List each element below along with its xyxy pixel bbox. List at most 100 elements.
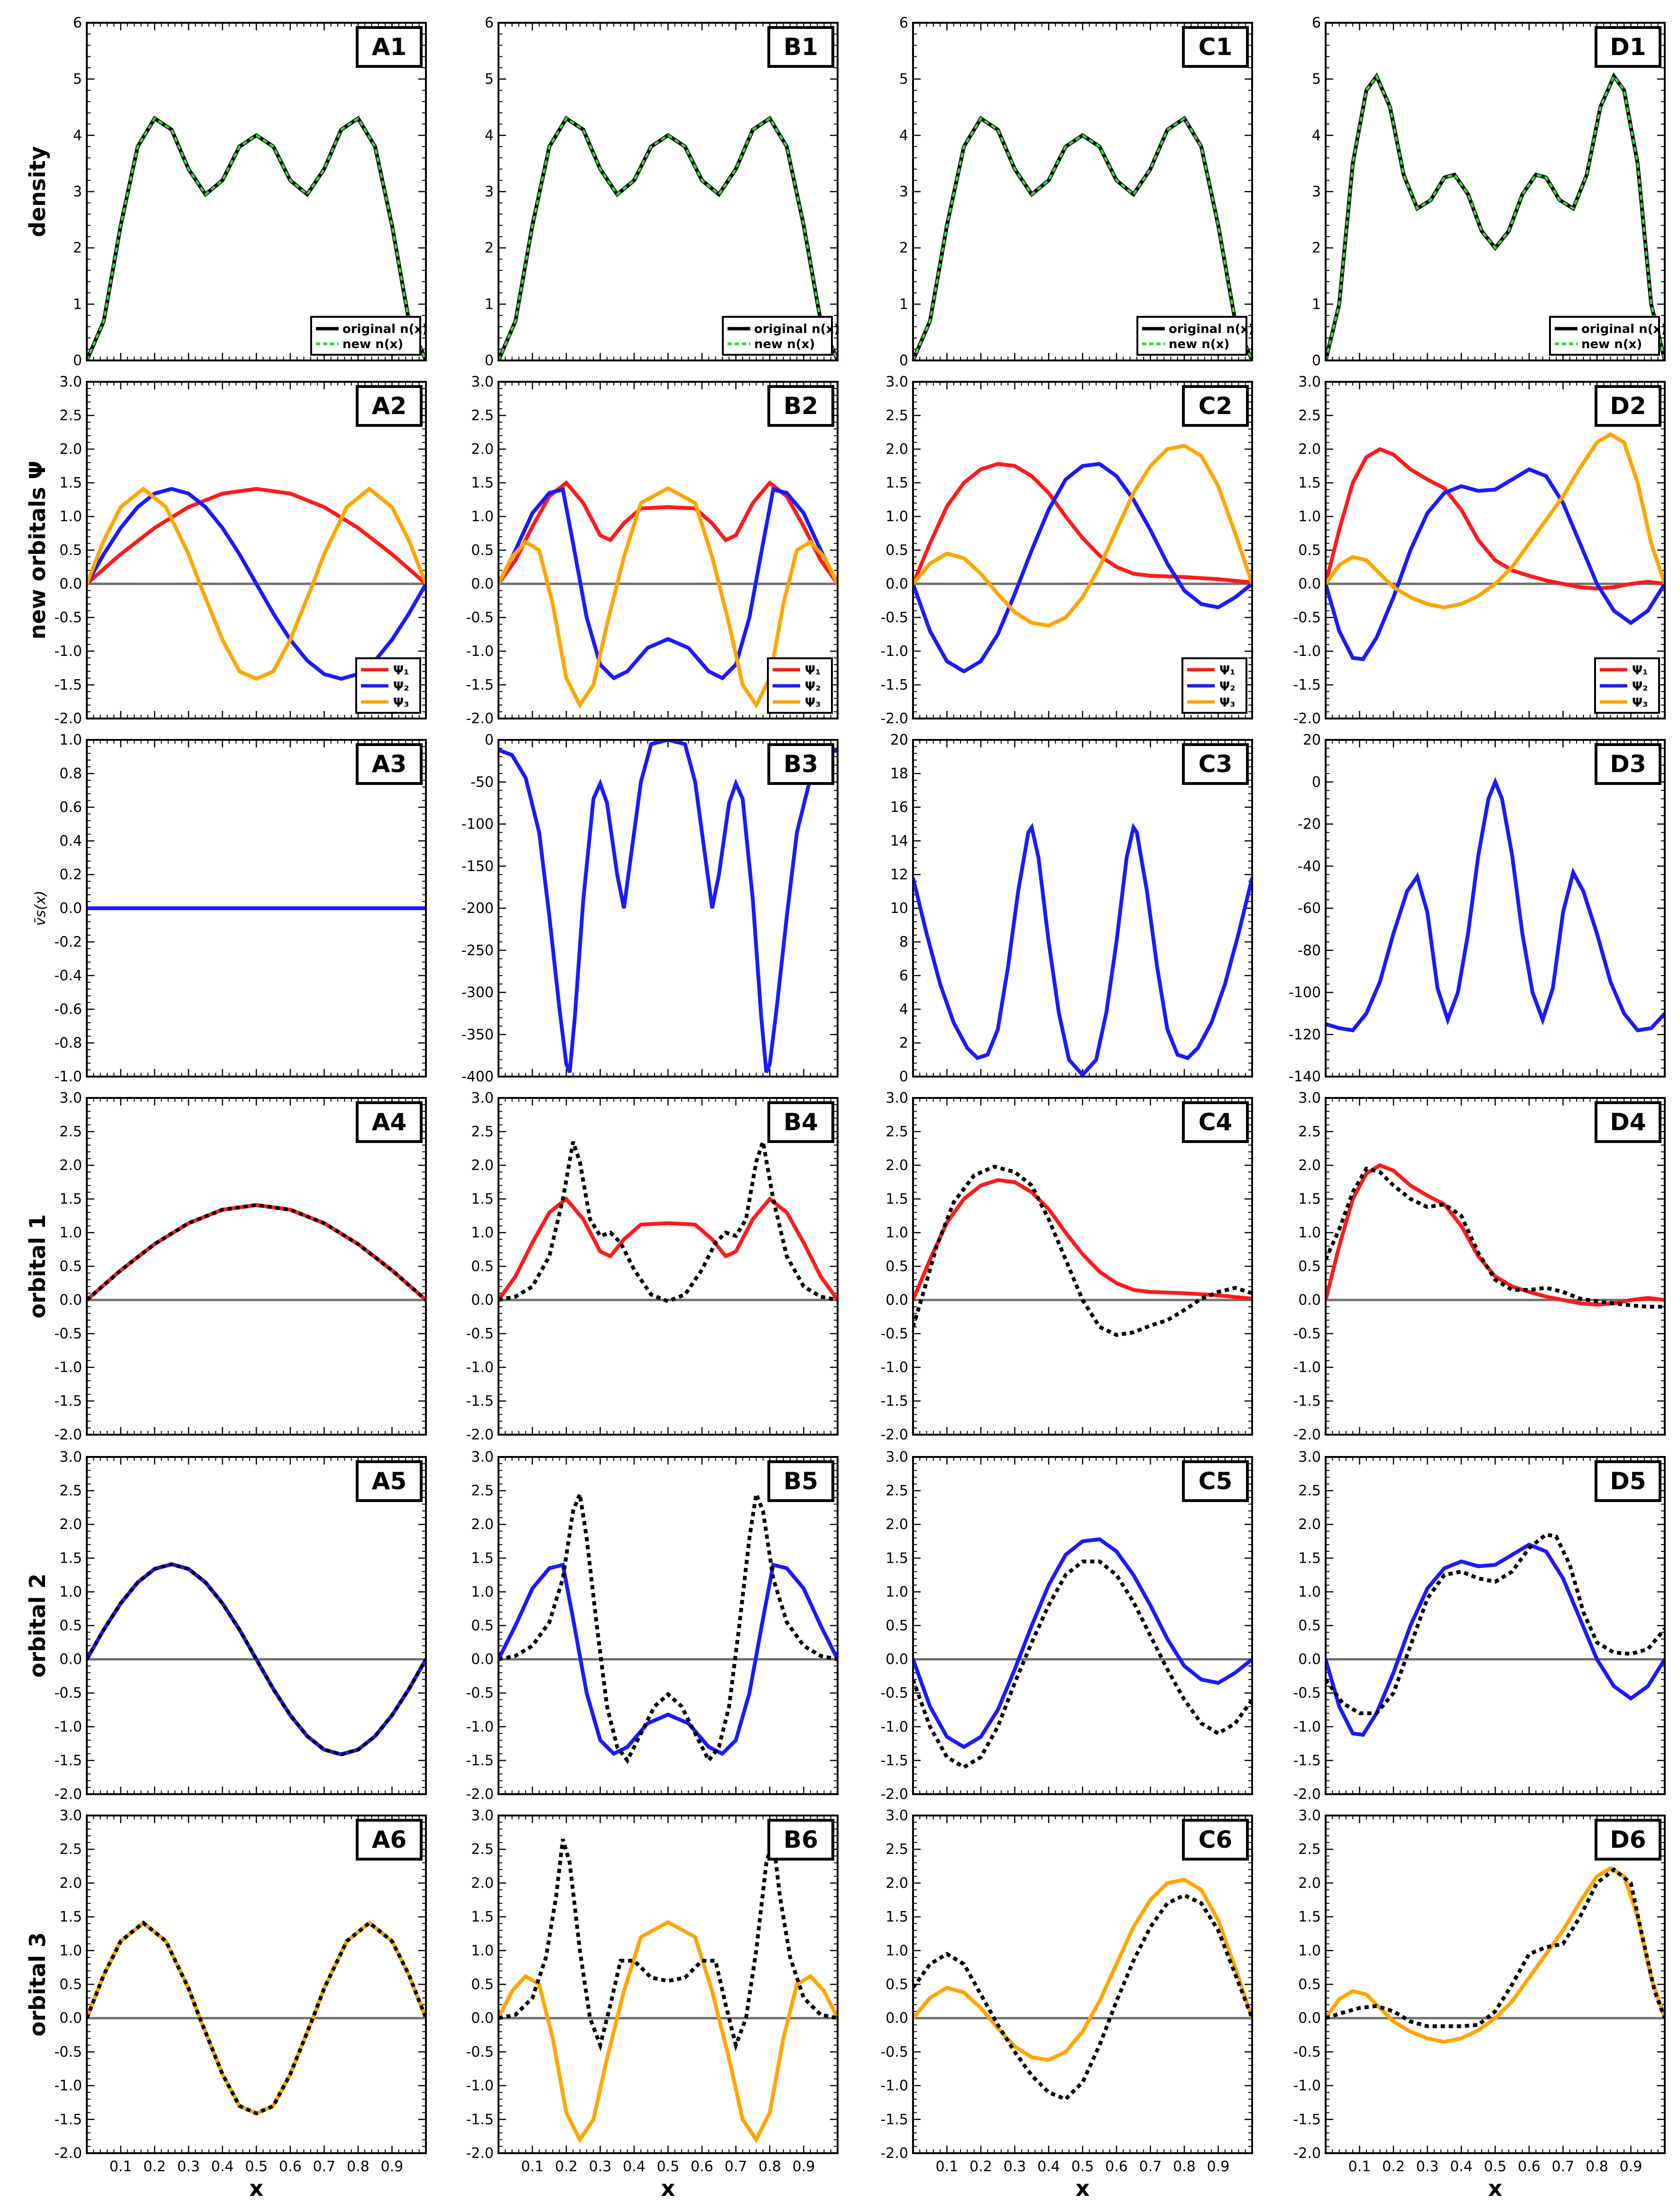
y-tick-label: 3.0 <box>59 1090 82 1106</box>
legend-entry: Ψ₃ <box>393 696 409 710</box>
y-tick-label: -1.0 <box>466 1719 494 1735</box>
y-tick-label: 2.0 <box>59 441 82 458</box>
original-orbital-line <box>87 1562 426 1757</box>
y-tick-label: 6 <box>1312 15 1321 31</box>
y-tick-label: -0.5 <box>466 609 494 626</box>
y-tick-label: -1.5 <box>54 1752 82 1769</box>
y-tick-label: 16 <box>890 799 908 816</box>
plot-frame <box>1325 739 1666 1078</box>
y-tick-label: -1.0 <box>54 1359 82 1376</box>
plot-frame <box>912 22 1253 361</box>
psi-line-2 <box>913 462 1252 674</box>
panel-label: A4 <box>372 1108 407 1136</box>
y-tick-label: -1.5 <box>54 677 82 693</box>
y-tick-label: 2.5 <box>1298 1483 1321 1499</box>
new-orbital-line <box>913 1537 1252 1750</box>
x-axis-label: x <box>661 2175 675 2201</box>
y-tick-label: -0.5 <box>466 1326 494 1342</box>
panel-label-box <box>767 743 834 785</box>
y-tick-label: -1.5 <box>1293 1752 1321 1769</box>
panel-label-box <box>356 26 423 68</box>
plot-frame <box>498 1456 839 1795</box>
x-tick-label: 0.4 <box>623 2158 646 2175</box>
y-tick-label: -1.5 <box>1293 2111 1321 2128</box>
panel-d5: -2.0 -1.5 -1.0 -0.5 0.0 0.5 1.0 1.5 2.0 2.5 3.0 D5 <box>1293 1449 1666 1803</box>
y-tick-label: 2.5 <box>471 1124 494 1140</box>
y-tick-label: 14 <box>890 833 908 849</box>
y-tick-label: -2.0 <box>466 710 494 727</box>
density-new-line <box>87 117 426 360</box>
plot-frame <box>912 1815 1253 2154</box>
psi-line-3 <box>1326 432 1665 609</box>
y-tick-label: -50 <box>470 774 494 791</box>
panel-label: C2 <box>1199 392 1232 420</box>
y-tick-label: 0 <box>485 732 494 748</box>
original-orbital-line <box>87 1920 426 2116</box>
density-new-line <box>1326 74 1665 360</box>
y-tick-label: 2.0 <box>59 1516 82 1533</box>
y-tick-label: 0.5 <box>59 1618 82 1634</box>
plot-frame <box>1325 1456 1666 1795</box>
panel-label: A5 <box>372 1467 407 1495</box>
series-group <box>913 1537 1252 1770</box>
y-tick-label: 0.0 <box>1298 1651 1321 1668</box>
x-tick-label: 0.3 <box>177 2158 200 2175</box>
y-tick-label: -2.0 <box>54 710 82 727</box>
y-tick-label: 2.5 <box>1298 1841 1321 1858</box>
psi-line-2 <box>498 487 838 681</box>
y-tick-label: 12 <box>890 866 908 883</box>
y-tick-label: 0.0 <box>1298 1292 1321 1309</box>
panel-label: B3 <box>784 750 818 778</box>
psi-line-1 <box>913 462 1252 585</box>
panel-d2: -2.0 -1.5 -1.0 -0.5 0.0 0.5 1.0 1.5 2.0 2.5 3.0 D2 Ψ… <box>1293 374 1666 727</box>
panel-label: B5 <box>784 1467 818 1495</box>
plot-frame <box>912 1097 1253 1436</box>
y-tick-label: 6 <box>899 968 908 984</box>
y-tick-label: 2 <box>899 240 908 257</box>
panel-label: D5 <box>1610 1467 1646 1495</box>
y-tick-label: 1.0 <box>59 1584 82 1600</box>
y-tick-label: 2.0 <box>59 1157 82 1174</box>
y-tick-label: -2.0 <box>466 2145 494 2162</box>
y-tick-label: -250 <box>461 942 494 959</box>
series-group <box>913 116 1252 360</box>
y-tick-label: 0.5 <box>1298 1258 1321 1275</box>
x-tick-label: 0.5 <box>1071 2158 1094 2175</box>
new-orbital-line <box>498 1196 838 1301</box>
y-tick-label: 0 <box>73 352 82 369</box>
psi-line-1 <box>498 480 838 585</box>
panel-d1: 0 1 2 3 4 5 6 D1 original n(x)new n(x) <box>1312 15 1667 369</box>
y-tick-label: -150 <box>461 858 494 875</box>
panel-label-box <box>1182 385 1249 427</box>
panel-label: C1 <box>1199 33 1232 61</box>
y-tick-label: 0.5 <box>886 1258 908 1275</box>
legend-box <box>1549 316 1660 356</box>
y-tick-label: -1.5 <box>54 2111 82 2128</box>
y-tick-label: -1.0 <box>880 643 908 660</box>
panel-label-box <box>1182 1101 1249 1143</box>
x-tick-label: 0.2 <box>555 2158 578 2175</box>
original-orbital-line <box>87 1203 426 1302</box>
potential-line <box>1326 777 1665 1032</box>
original-orbital-line <box>1326 1166 1665 1309</box>
y-tick-label: 2.5 <box>886 1124 908 1140</box>
y-tick-label: -1.0 <box>880 1719 908 1735</box>
panel-c4: -2.0 -1.5 -1.0 -0.5 0.0 0.5 1.0 1.5 2.0 2.5 3.0 C4 <box>880 1090 1253 1443</box>
panel-label-box <box>1595 743 1661 785</box>
legend-entry: Ψ₃ <box>1632 696 1648 710</box>
y-tick-label: -350 <box>461 1026 494 1043</box>
y-tick-label: 0.0 <box>59 1292 82 1309</box>
y-tick-label: 3.0 <box>1298 1090 1321 1106</box>
psi-line-1 <box>87 487 426 586</box>
x-tick-label: 0.1 <box>936 2158 959 2175</box>
series-group <box>1326 777 1665 1032</box>
new-orbital-line <box>913 1178 1252 1301</box>
y-tick-label: 2 <box>485 240 494 257</box>
x-tick-label: 0.6 <box>1105 2158 1128 2175</box>
y-tick-label: -2.0 <box>1293 1427 1321 1443</box>
y-tick-label: 0 <box>1312 352 1321 369</box>
series-group <box>498 116 838 360</box>
y-tick-label: 3.0 <box>886 374 908 390</box>
panel-a4: -2.0 -1.5 -1.0 -0.5 0.0 0.5 1.0 1.5 2.0 2.5 3.0 A4 <box>54 1090 427 1443</box>
panel-a1: 0 1 2 3 4 5 6 A1 original n(x)new n(x) <box>73 15 428 369</box>
